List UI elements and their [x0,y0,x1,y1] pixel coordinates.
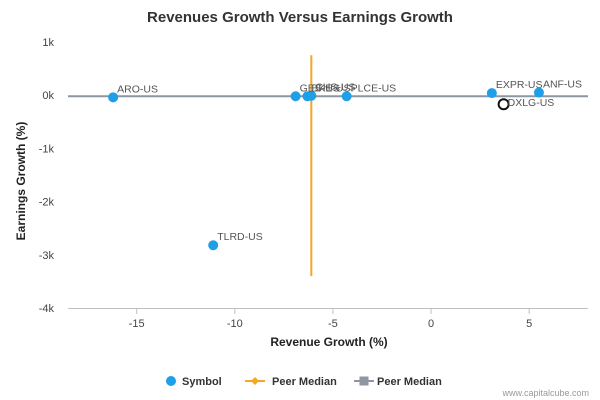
data-label-anf-us: ANF-US [543,79,582,91]
y-tick-label: 1k [42,37,54,49]
legend-peer-median-label-2: Peer Median [377,376,442,388]
chart-title: Revenues Growth Versus Earnings Growth [147,9,453,26]
highlight-point-dxlg-us[interactable] [497,98,510,111]
data-label-chs-us: CHS-US [315,82,355,94]
data-label-ges-us: GES-US [300,82,340,94]
data-label-tlrd-us: TLRD-US [217,231,263,243]
legend-item-symbol[interactable]: Symbol [166,376,222,388]
y-tick-label: -4k [39,303,55,315]
x-tick-label: 5 [526,318,532,330]
data-label-expr-us: EXPR-US [496,79,543,91]
legend-gray-square [359,376,369,386]
legend-peer-median-label-1: Peer Median [272,376,337,388]
x-tick-label: -15 [129,318,145,330]
y-tick-label: -1k [39,143,55,155]
data-point-tlrd-us[interactable] [208,240,219,251]
legend-symbol-marker [166,376,176,386]
credit-text: www.capitalcube.com [501,388,589,398]
x-tick-label: -10 [227,318,243,330]
x-tick-label: -5 [328,318,338,330]
legend-item-peer-median-x[interactable]: Peer Median [245,376,337,388]
y-tick-label: -3k [39,250,55,262]
legend-symbol-label: Symbol [182,376,222,388]
data-point-expr-us[interactable] [486,88,497,99]
legend-item-peer-median-y[interactable]: Peer Median [354,376,442,388]
plot-area: -15 -10 -5 0 5 1k 0k -1k -2k -3k -4k ARO-US TLRD-US G… [39,37,588,330]
x-axis-title: Revenue Growth (%) [270,335,387,349]
data-point-ges-us[interactable] [290,91,301,102]
x-tick-label: 0 [428,318,434,330]
y-tick-label: -2k [39,197,55,209]
y-axis-title: Earnings Growth (%) [14,122,28,241]
data-label-bke-us: BKE-US [311,82,350,94]
data-label-plce-us: PLCE-US [351,82,397,94]
data-point-anf-us[interactable] [533,87,544,98]
data-label-aro-us: ARO-US [117,83,158,95]
highlight-label-dxlg-us: DXLG-US [508,97,555,109]
data-point-plce-us[interactable] [341,91,352,102]
data-point-aro-us[interactable] [108,92,119,103]
legend-orange-diamond [251,377,259,385]
y-tick-label: 0k [42,90,54,102]
legend: Symbol Peer Median Peer Median [166,376,442,388]
data-point-chs-us[interactable] [306,90,317,101]
